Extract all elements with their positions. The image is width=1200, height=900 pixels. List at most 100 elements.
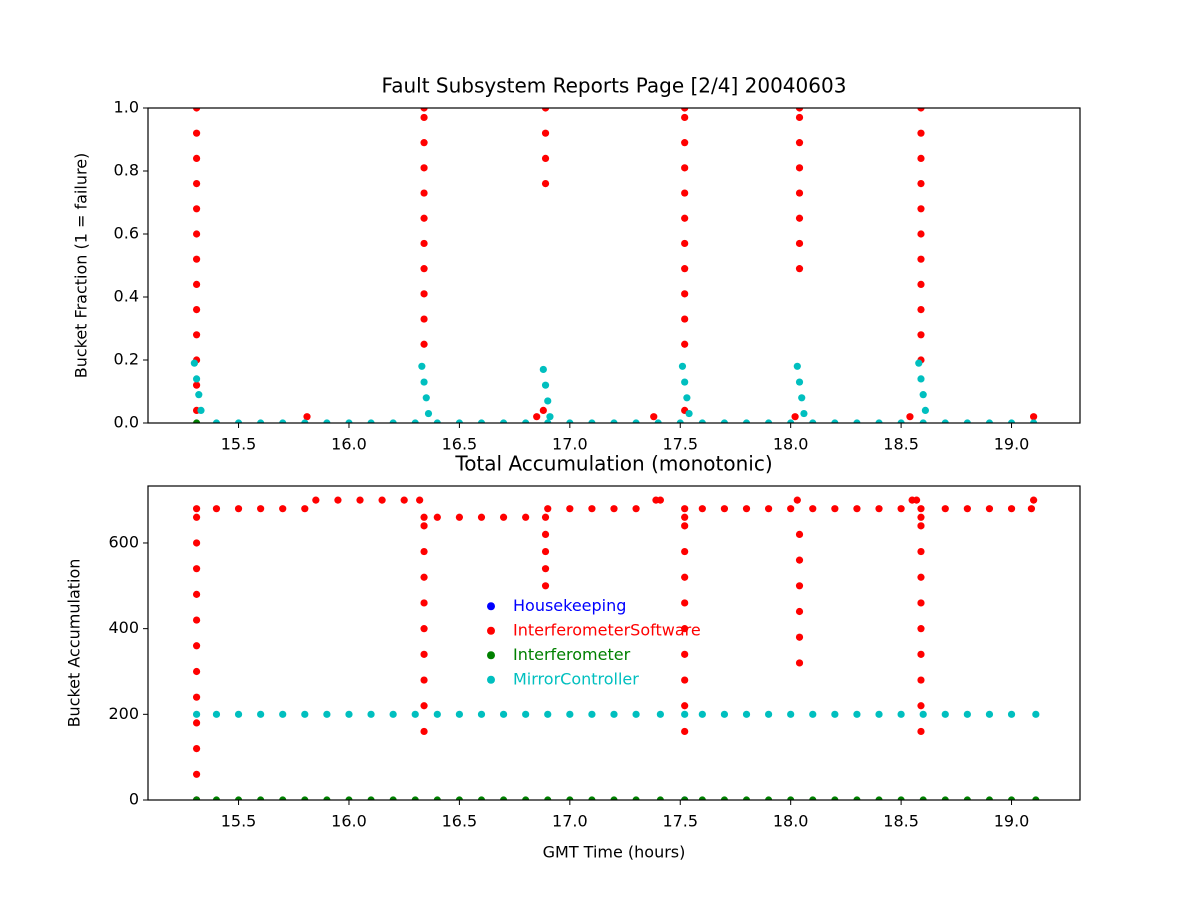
point (499, 796, 508, 800)
point (420, 108, 428, 112)
point (1007, 505, 1016, 513)
point (963, 419, 971, 423)
point (831, 796, 839, 800)
point (477, 513, 486, 521)
point (192, 419, 201, 423)
x-axis-label: GMT Time (hours) (543, 843, 686, 862)
point (522, 796, 530, 800)
y-tick-label: 400 (108, 618, 139, 637)
point (420, 164, 428, 172)
point (654, 419, 662, 423)
point (917, 650, 925, 658)
point (192, 230, 201, 238)
point (279, 419, 287, 423)
point (192, 770, 201, 778)
point (257, 419, 265, 423)
point (192, 719, 201, 727)
point (234, 505, 243, 513)
point (698, 505, 706, 513)
point (921, 406, 930, 414)
point (681, 796, 689, 800)
point (917, 375, 925, 383)
point (420, 573, 428, 581)
point (742, 505, 751, 513)
point (610, 796, 618, 800)
legend-label: Housekeeping (513, 596, 626, 615)
point (541, 530, 550, 539)
y-tick-label: 0.8 (114, 161, 139, 180)
point (433, 710, 441, 718)
point (588, 796, 596, 800)
point (912, 496, 921, 504)
point (257, 796, 265, 800)
point (795, 265, 804, 273)
point (917, 522, 925, 530)
point (985, 419, 994, 423)
point (499, 513, 508, 521)
point (681, 702, 689, 710)
plot-area (192, 496, 1040, 800)
point (323, 796, 331, 800)
point (610, 505, 618, 513)
point (544, 710, 552, 718)
point (681, 676, 689, 684)
point (656, 710, 664, 718)
point (192, 642, 201, 650)
point (566, 796, 574, 800)
point (875, 505, 883, 513)
point (917, 727, 925, 736)
point (234, 710, 243, 718)
point (917, 573, 925, 581)
x-tick-label: 16.5 (442, 435, 478, 454)
point (985, 710, 994, 718)
plot-area (190, 108, 1038, 423)
point (190, 359, 198, 367)
point (764, 505, 773, 513)
point (420, 547, 428, 556)
point (1030, 419, 1038, 423)
point (192, 505, 201, 513)
point (919, 391, 927, 399)
point (539, 365, 547, 374)
point (678, 362, 687, 370)
point (212, 419, 221, 423)
point (192, 667, 201, 676)
legend-marker (487, 602, 495, 611)
point (742, 796, 751, 800)
point (919, 419, 927, 423)
point (312, 496, 320, 504)
point (192, 129, 201, 137)
point (411, 419, 419, 423)
point (420, 599, 428, 607)
point (212, 796, 221, 800)
y-tick-label: 0.0 (114, 413, 139, 432)
point (192, 744, 201, 753)
point (192, 616, 201, 624)
point (477, 710, 486, 718)
point (853, 710, 861, 718)
point (192, 205, 201, 213)
point (541, 582, 550, 590)
point (588, 505, 596, 513)
point (795, 189, 804, 197)
point (787, 796, 795, 800)
point (681, 214, 689, 222)
x-tick-label: 15.5 (221, 812, 257, 831)
point (301, 505, 309, 513)
point (420, 625, 428, 633)
point (941, 419, 949, 423)
point (192, 565, 201, 573)
x-tick-label: 16.0 (331, 435, 367, 454)
point (192, 513, 201, 521)
point (764, 710, 773, 718)
point (906, 413, 914, 421)
x-tick-label: 16.5 (442, 812, 478, 831)
point (897, 419, 905, 423)
point (795, 607, 804, 616)
point (455, 796, 464, 800)
point (422, 394, 430, 402)
point (681, 650, 689, 658)
point (831, 419, 839, 423)
point (1007, 419, 1016, 423)
